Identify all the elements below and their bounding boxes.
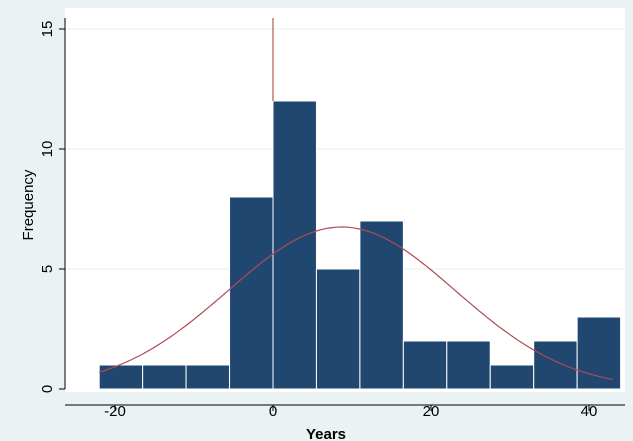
histogram-bars	[98, 100, 622, 390]
y-tick-label-0: 0	[39, 385, 56, 393]
histogram-bar-10	[533, 340, 578, 390]
normal-density-curve	[99, 226, 613, 381]
histogram-bar-7	[402, 340, 448, 390]
x-tick-label-20: 20	[423, 403, 440, 420]
normal-curve-layer	[99, 226, 613, 381]
x-axis-title: Years	[306, 426, 346, 441]
histogram-bar-6	[359, 220, 404, 390]
y-tick-label-5: 5	[39, 265, 56, 273]
histogram-bar-11	[576, 316, 622, 390]
x-tick-label-40: 40	[581, 403, 598, 420]
y-tick-label-10: 10	[39, 141, 56, 158]
histogram-bar-9	[489, 364, 535, 390]
y-tick-label-15: 15	[39, 21, 56, 38]
y-axis-title: Frequency	[20, 169, 37, 240]
axes: 0 5 10 15 -20 0 20 40	[39, 18, 625, 420]
histogram-bar-5	[315, 268, 361, 390]
histogram-bar-2	[185, 364, 231, 390]
histogram-bar-4	[272, 100, 317, 390]
histogram-bar-3	[229, 196, 274, 390]
histogram-bar-8	[446, 340, 491, 390]
x-tick-label-0: 0	[269, 403, 277, 420]
x-tick-label--20: -20	[104, 403, 126, 420]
histogram-bar-1	[142, 364, 187, 390]
histogram-bar-0	[98, 364, 144, 390]
